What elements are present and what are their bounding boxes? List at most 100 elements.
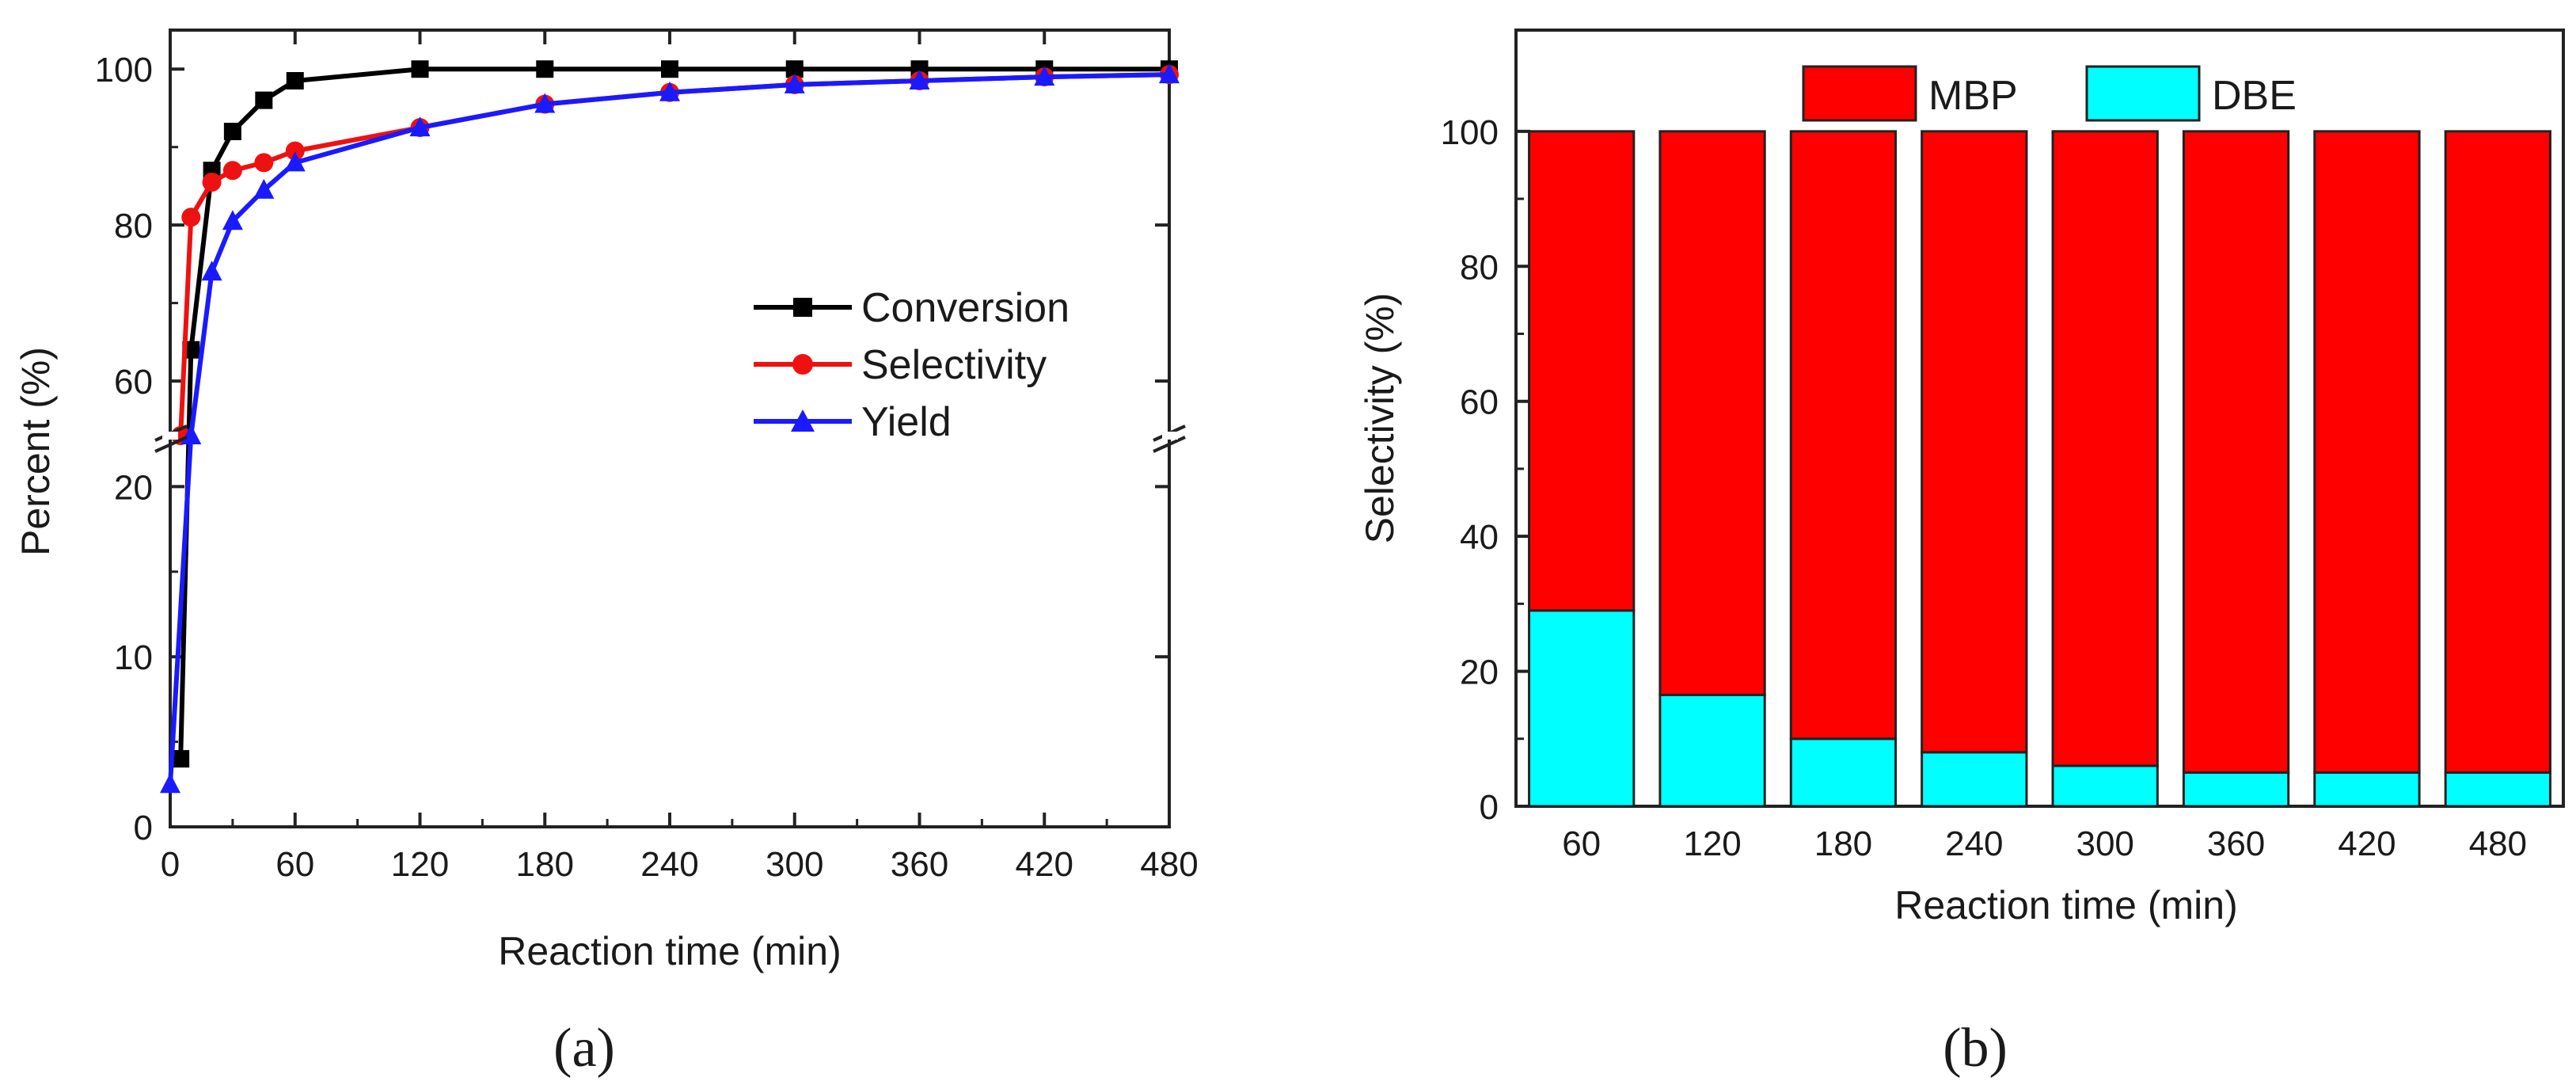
x-tick-label: 480 — [1140, 845, 1198, 884]
panel-b-stacked-bar-chart: 0 20 40 60 80 100 60 120 180 240 300 360 420 480 Reac… — [1358, 29, 2565, 1079]
y-tick-label: 40 — [1460, 518, 1499, 557]
y-tick-label: 10 — [114, 638, 153, 677]
axis-break-left — [154, 425, 188, 453]
panel-a-label: (a) — [553, 1018, 615, 1079]
x-tick-label: 480 — [2469, 824, 2527, 863]
panel-a-x-axis-label: Reaction time (min) — [498, 929, 841, 973]
x-tick-label: 120 — [391, 845, 449, 884]
x-tick-label: 300 — [766, 845, 823, 884]
point-selectivity — [222, 161, 242, 181]
point-yield — [409, 116, 431, 137]
legend-marker-yield — [791, 409, 815, 432]
point-yield — [534, 93, 556, 113]
point-conversion — [223, 123, 241, 140]
panel-a-ticks: 0 60 120 180 240 300 360 420 480 0 10 20 60 80 100 — [95, 30, 1199, 884]
axis-break-right — [1153, 425, 1186, 453]
x-tick-label: 420 — [1016, 845, 1073, 884]
bar-mbp-120 — [1658, 130, 1766, 696]
point-conversion — [172, 750, 190, 768]
x-tick-label: 120 — [1683, 824, 1741, 863]
x-tick-label: 60 — [1562, 824, 1601, 863]
bar-dbe-360 — [2182, 771, 2290, 808]
panel-b-legend: MBP DBE — [1802, 65, 2297, 122]
y-tick-label: 0 — [134, 809, 153, 847]
x-tick-label: 240 — [640, 845, 698, 884]
panel-b-x-axis-label: Reaction time (min) — [1894, 883, 2237, 927]
x-tick-label: 360 — [891, 845, 948, 884]
bar-dbe-420 — [2313, 771, 2421, 808]
bar-mbp-180 — [1789, 130, 1898, 741]
point-conversion — [785, 60, 804, 78]
panel-a-series — [160, 60, 1180, 794]
y-tick-label: 60 — [114, 363, 153, 402]
legend-label-yield: Yield — [861, 399, 952, 445]
x-tick-label: 300 — [2076, 824, 2133, 863]
bar-mbp-360 — [2182, 130, 2290, 774]
panel-b-frame — [1514, 29, 2565, 808]
point-yield — [784, 73, 805, 93]
x-tick-label: 360 — [2207, 824, 2265, 863]
point-yield — [160, 773, 180, 794]
panel-b-y-axis-label: Selectivity (%) — [1358, 293, 1402, 544]
bar-mbp-300 — [2051, 130, 2159, 767]
legend-marker-conversion — [793, 298, 812, 317]
panel-a-line-chart: 0 60 120 180 240 300 360 420 480 0 10 20 60 80 100 Rea… — [13, 29, 1199, 1079]
legend-label-conversion: Conversion — [861, 285, 1070, 331]
x-tick-label: 180 — [1814, 824, 1872, 863]
point-conversion — [661, 60, 678, 78]
bar-dbe-240 — [1921, 751, 2028, 808]
legend-marker-selectivity — [792, 354, 813, 375]
point-conversion — [255, 91, 273, 109]
point-yield — [659, 81, 680, 101]
point-yield — [1034, 66, 1055, 86]
panel-b-label: (b) — [1943, 1018, 2008, 1079]
point-yield — [284, 151, 306, 172]
y-tick-label: 0 — [1480, 788, 1499, 827]
x-tick-label: 420 — [2338, 824, 2396, 863]
y-tick-label: 20 — [1460, 653, 1499, 692]
point-yield — [909, 70, 930, 89]
bar-dbe-60 — [1528, 609, 1636, 808]
bar-mbp-240 — [1921, 130, 2028, 754]
series-line-conversion — [178, 67, 1169, 760]
series-line-yield — [168, 72, 1170, 785]
y-tick-label: 80 — [1460, 248, 1499, 287]
y-tick-label: 100 — [95, 51, 153, 89]
point-conversion — [286, 72, 304, 89]
x-tick-label: 180 — [516, 845, 574, 884]
y-tick-label: 100 — [1441, 113, 1499, 152]
point-yield — [180, 425, 202, 444]
x-tick-label: 240 — [1945, 824, 2003, 863]
panel-a-y-axis-label: Percent (%) — [13, 347, 58, 556]
point-selectivity — [181, 208, 201, 227]
point-yield — [1159, 63, 1180, 84]
legend-label-mbp: MBP — [1928, 73, 2018, 119]
y-tick-label: 80 — [114, 207, 153, 246]
point-yield — [222, 210, 243, 230]
legend-swatch-dbe — [2085, 65, 2201, 122]
point-yield — [253, 178, 275, 199]
x-tick-label: 60 — [275, 845, 314, 884]
bar-dbe-120 — [1658, 693, 1766, 808]
panel-b-bars — [1528, 130, 2551, 808]
panel-a-frame — [169, 29, 1171, 828]
legend-swatch-mbp — [1802, 65, 1917, 122]
panel-b-ticks: 0 20 40 60 80 100 60 120 180 240 300 360 420 480 — [1441, 113, 2527, 863]
point-selectivity — [254, 153, 274, 173]
x-tick-label: 0 — [161, 845, 180, 884]
panel-a-legend: Conversion Selectivity Yield — [754, 285, 1070, 445]
point-conversion — [411, 60, 429, 78]
bar-mbp-60 — [1528, 130, 1636, 612]
point-selectivity — [285, 141, 305, 161]
bar-dbe-180 — [1789, 737, 1898, 808]
legend-label-dbe: DBE — [2212, 73, 2297, 119]
point-conversion — [536, 60, 554, 78]
bar-mbp-480 — [2444, 130, 2551, 774]
bar-mbp-420 — [2313, 130, 2421, 774]
bar-dbe-480 — [2444, 771, 2551, 808]
y-tick-label: 20 — [114, 468, 153, 507]
y-tick-label: 60 — [1460, 383, 1499, 422]
legend-label-selectivity: Selectivity — [861, 342, 1047, 388]
point-yield — [201, 261, 222, 281]
